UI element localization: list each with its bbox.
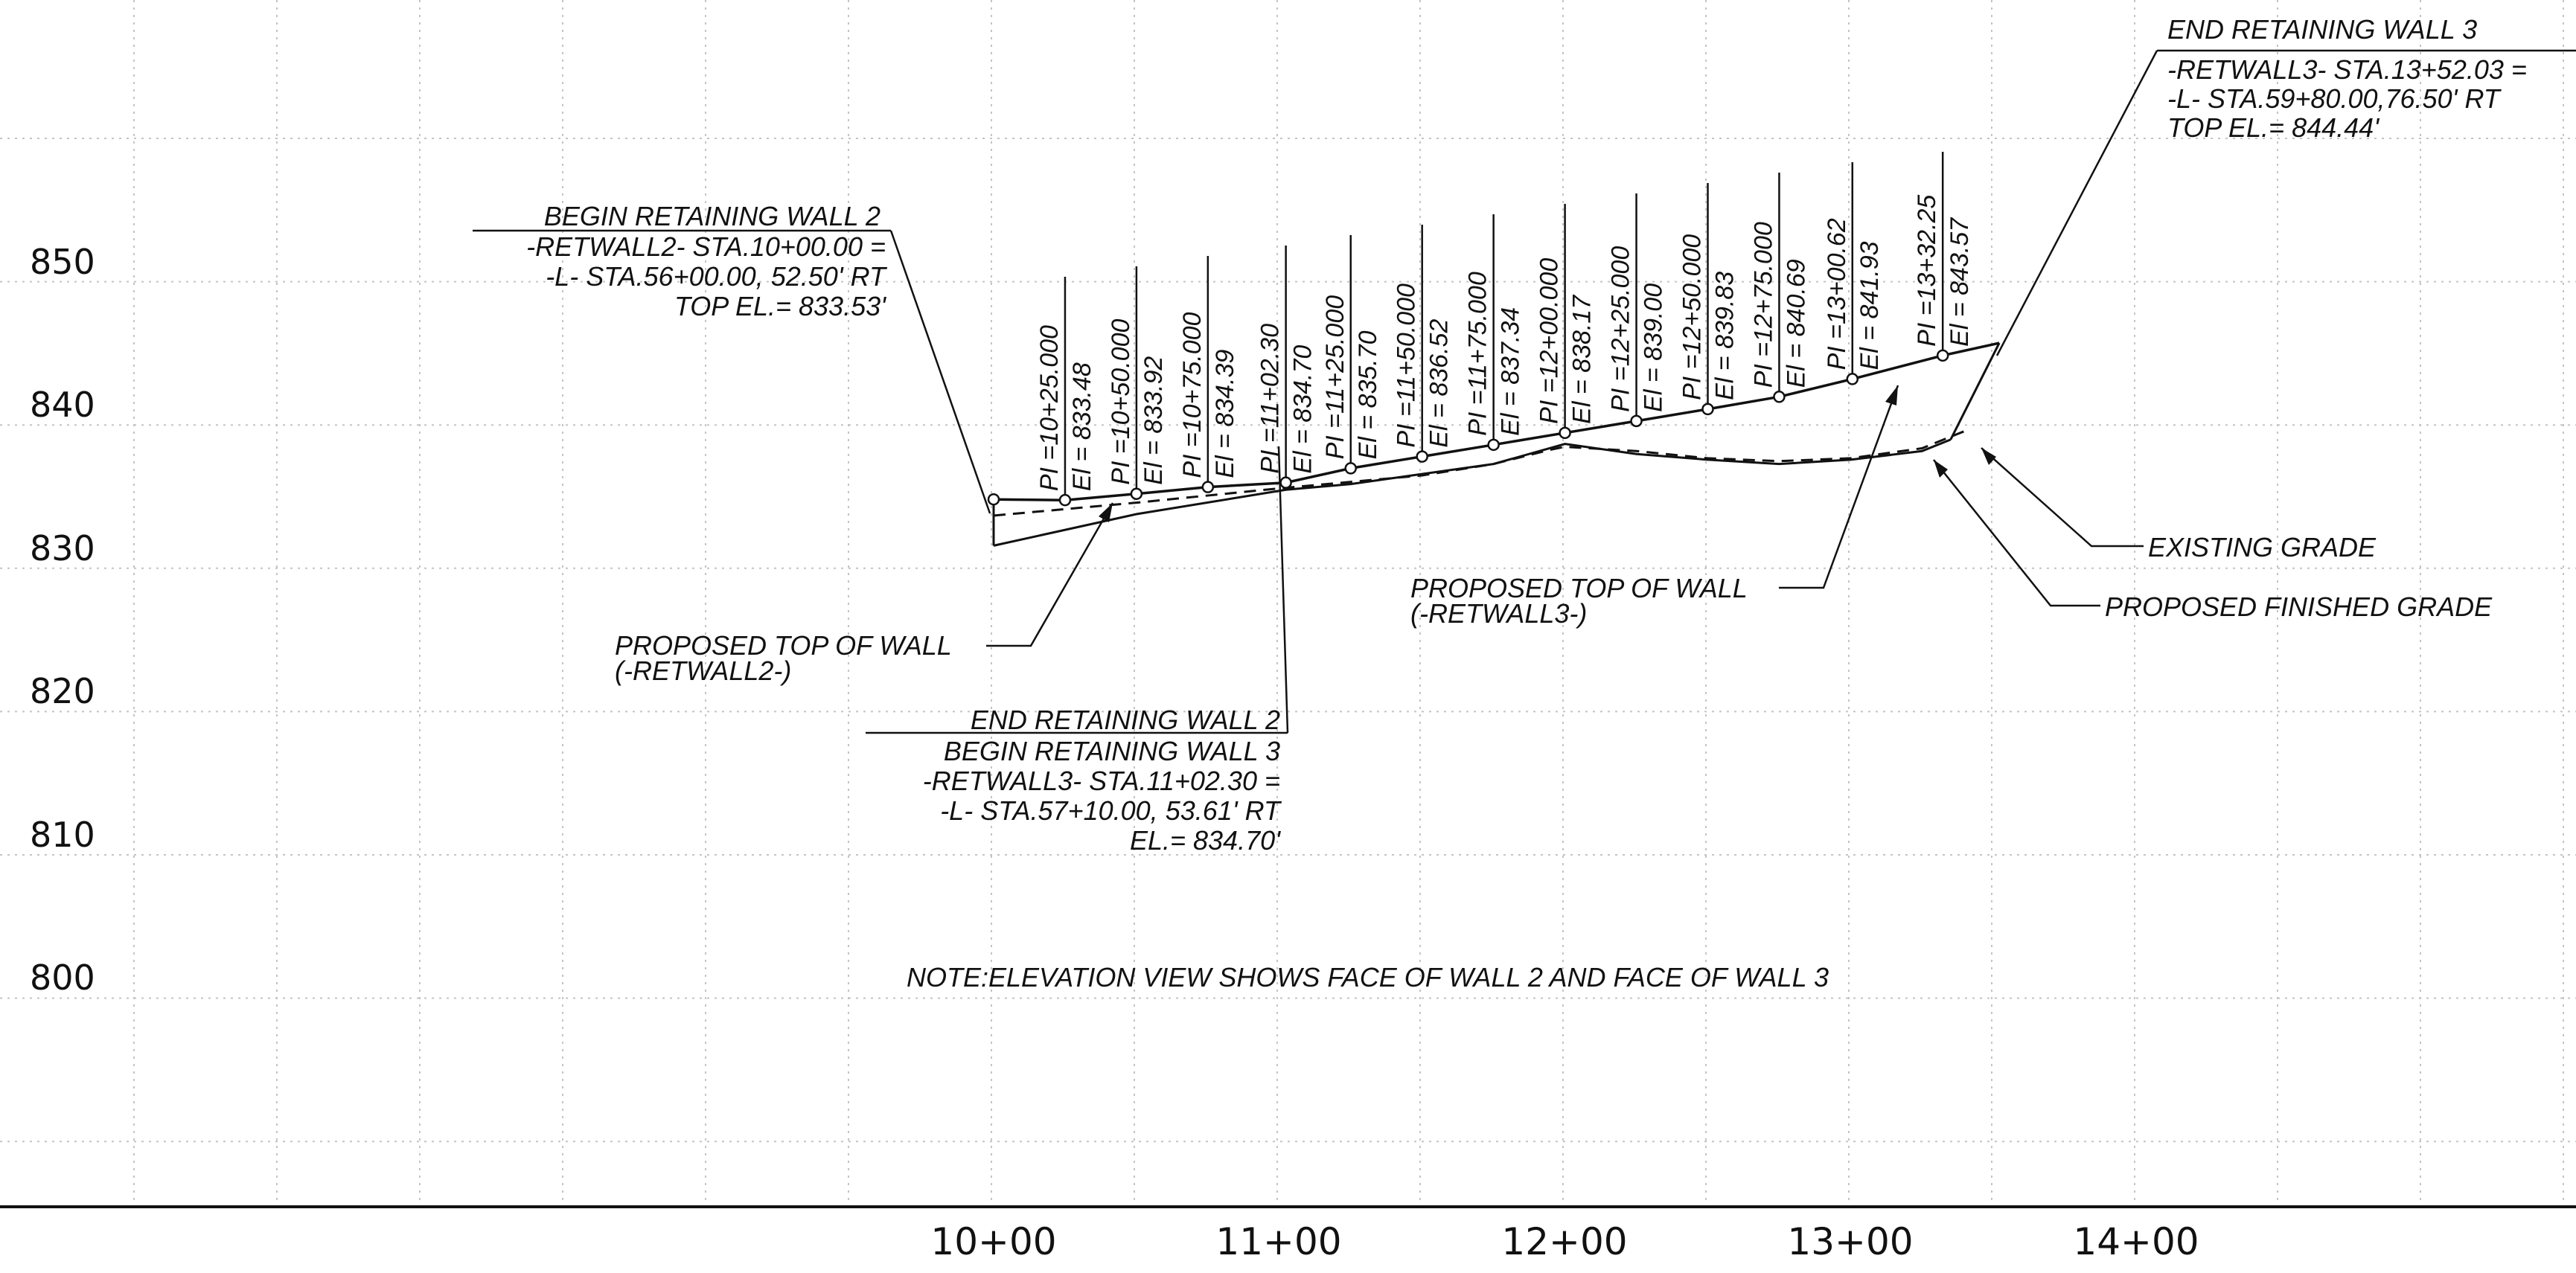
leaders bbox=[889, 50, 2158, 734]
pi-marker bbox=[1630, 414, 1643, 428]
pi-station-label: PI =10+25.000 bbox=[1035, 325, 1064, 491]
pi-elevation-label: El = 837.34 bbox=[1497, 307, 1525, 436]
callout-line: -L- STA.56+00.00, 52.50' RT bbox=[546, 261, 888, 292]
callout-title: BEGIN RETAINING WALL 2 bbox=[544, 201, 880, 231]
grid bbox=[0, 0, 2576, 1207]
x-tick-label: 10+00 bbox=[930, 1220, 1056, 1263]
pi-station-label: PI =10+50.000 bbox=[1107, 319, 1135, 485]
y-tick-label: 850 bbox=[30, 242, 95, 282]
top-wall3-label: PROPOSED TOP OF WALL bbox=[1410, 573, 1748, 603]
begin-wall2-leader bbox=[889, 230, 991, 514]
y-tick-label: 800 bbox=[30, 958, 95, 998]
pi-marker bbox=[1058, 493, 1072, 507]
arrowhead bbox=[1099, 503, 1113, 522]
pi-station-label: PI =12+00.000 bbox=[1535, 258, 1564, 424]
existing-grade-line bbox=[993, 429, 1966, 517]
pi-marker bbox=[1936, 349, 1949, 362]
callout-title: END RETAINING WALL 3 bbox=[2167, 14, 2477, 45]
finished-grade-leader bbox=[1933, 459, 2100, 607]
pi-station-label: PI =13+32.25 bbox=[1913, 195, 1941, 347]
finished-grade-label: PROPOSED FINISHED GRADE bbox=[2105, 591, 2493, 622]
top-wall3-leader bbox=[1779, 385, 1899, 589]
pi-marker bbox=[1344, 462, 1357, 475]
proposed-finished-grade-line bbox=[993, 438, 1952, 547]
pi-elevation-label: El = 833.48 bbox=[1068, 362, 1096, 491]
pi-station-label: PI =11+02.30 bbox=[1256, 324, 1285, 474]
pi-marker bbox=[1773, 391, 1786, 403]
existing-grade-leader bbox=[1981, 447, 2144, 548]
pi-station-label: PI =11+25.000 bbox=[1321, 295, 1349, 460]
x-tick-label: 12+00 bbox=[1501, 1220, 1627, 1263]
arrowhead bbox=[1885, 385, 1898, 405]
callout-line: -RETWALL3- STA.11+02.30 = bbox=[923, 766, 1280, 796]
arrowhead bbox=[1981, 448, 1996, 465]
pi-elevation-label: El = 839.00 bbox=[1640, 283, 1668, 412]
pi-elevation-label: El = 835.70 bbox=[1354, 330, 1382, 459]
callout-line: TOP EL.= 833.53' bbox=[674, 291, 886, 321]
end-wall3-callout: END RETAINING WALL 3 -RETWALL3- STA.13+5… bbox=[2157, 14, 2576, 143]
arrowheads bbox=[1099, 385, 1996, 522]
y-tick-label: 840 bbox=[30, 385, 95, 425]
callout-line: -RETWALL3- STA.13+52.03 = bbox=[2167, 54, 2527, 85]
top-wall2-label: PROPOSED TOP OF WALL bbox=[615, 630, 952, 661]
pi-station-label: PI =12+25.000 bbox=[1607, 246, 1635, 412]
pi-elevation-label: El = 834.39 bbox=[1211, 350, 1239, 478]
pi-elevation-label: El = 838.17 bbox=[1568, 295, 1597, 424]
pi-marker bbox=[1201, 481, 1215, 493]
begin-wall2-callout: BEGIN RETAINING WALL 2 -RETWALL2- STA.10… bbox=[473, 201, 891, 321]
y-axis: 850 840 830 820 810 800 bbox=[30, 242, 95, 998]
x-axis: 10+00 11+00 12+00 13+00 14+00 bbox=[930, 1220, 2199, 1263]
pi-marker bbox=[1701, 403, 1714, 416]
pi-elevation-label: El = 836.52 bbox=[1425, 319, 1454, 448]
pi-marker bbox=[1279, 476, 1292, 489]
elevation-note: NOTE:ELEVATION VIEW SHOWS FACE OF WALL 2… bbox=[907, 962, 1829, 993]
end-wall3-leader bbox=[1995, 50, 2158, 356]
wall3-end-edge bbox=[1949, 342, 2001, 440]
pi-stations: PI =10+25.000 El = 833.48 PI =10+50.000 El … bbox=[987, 152, 1974, 507]
callout-line: EL.= 834.70' bbox=[1130, 825, 1281, 856]
callout-title: END RETAINING WALL 2 bbox=[971, 705, 1280, 735]
callout-line: -L- STA.57+10.00, 53.61' RT bbox=[940, 795, 1282, 826]
pi-elevation-label: El = 843.57 bbox=[1946, 217, 1974, 347]
pi-station-label: PI =10+75.000 bbox=[1178, 312, 1206, 478]
callout-line: TOP EL.= 844.44' bbox=[2167, 112, 2380, 143]
pi-station-label: PI =12+50.000 bbox=[1678, 234, 1707, 400]
callout-title: BEGIN RETAINING WALL 3 bbox=[944, 736, 1280, 766]
y-tick-label: 820 bbox=[30, 671, 95, 711]
x-tick-label: 11+00 bbox=[1215, 1220, 1341, 1263]
pi-marker bbox=[987, 493, 1000, 506]
callout-line: -RETWALL2- STA.10+00.00 = bbox=[526, 231, 886, 262]
pi-station-label: PI =11+50.000 bbox=[1393, 283, 1421, 448]
pi-station-label: PI =13+00.62 bbox=[1823, 218, 1851, 370]
pi-elevation-label: El = 834.70 bbox=[1289, 345, 1317, 474]
y-tick-label: 810 bbox=[30, 815, 95, 855]
pi-elevation-label: El = 841.93 bbox=[1856, 241, 1884, 370]
pi-marker bbox=[1416, 450, 1428, 463]
existing-grade-label: EXISTING GRADE bbox=[2148, 532, 2377, 562]
pi-elevation-label: El = 839.83 bbox=[1711, 272, 1739, 400]
pi-marker bbox=[1130, 487, 1143, 500]
pi-station-label: PI =11+75.000 bbox=[1464, 272, 1492, 436]
callout-line: -L- STA.59+80.00,76.50' RT bbox=[2167, 83, 2502, 114]
x-tick-label: 14+00 bbox=[2073, 1220, 2199, 1263]
pi-elevation-label: El = 840.69 bbox=[1782, 259, 1810, 388]
top-wall3-sublabel: (-RETWALL3-) bbox=[1410, 598, 1587, 629]
top-wall2-sublabel: (-RETWALL2-) bbox=[615, 655, 791, 686]
pi-marker bbox=[1846, 373, 1859, 385]
pi-station-label: PI =12+75.000 bbox=[1749, 222, 1777, 388]
end-wall2-callout: END RETAINING WALL 2 BEGIN RETAINING WAL… bbox=[866, 705, 1288, 856]
arrowhead bbox=[1934, 460, 1948, 478]
y-tick-label: 830 bbox=[30, 528, 95, 568]
pi-marker bbox=[1487, 438, 1500, 452]
top-wall2-leader bbox=[986, 502, 1114, 647]
pi-elevation-label: El = 833.92 bbox=[1140, 356, 1168, 485]
x-tick-label: 13+00 bbox=[1787, 1220, 1913, 1263]
end-wall2-leader bbox=[1277, 446, 1289, 734]
pi-marker bbox=[1559, 426, 1571, 440]
